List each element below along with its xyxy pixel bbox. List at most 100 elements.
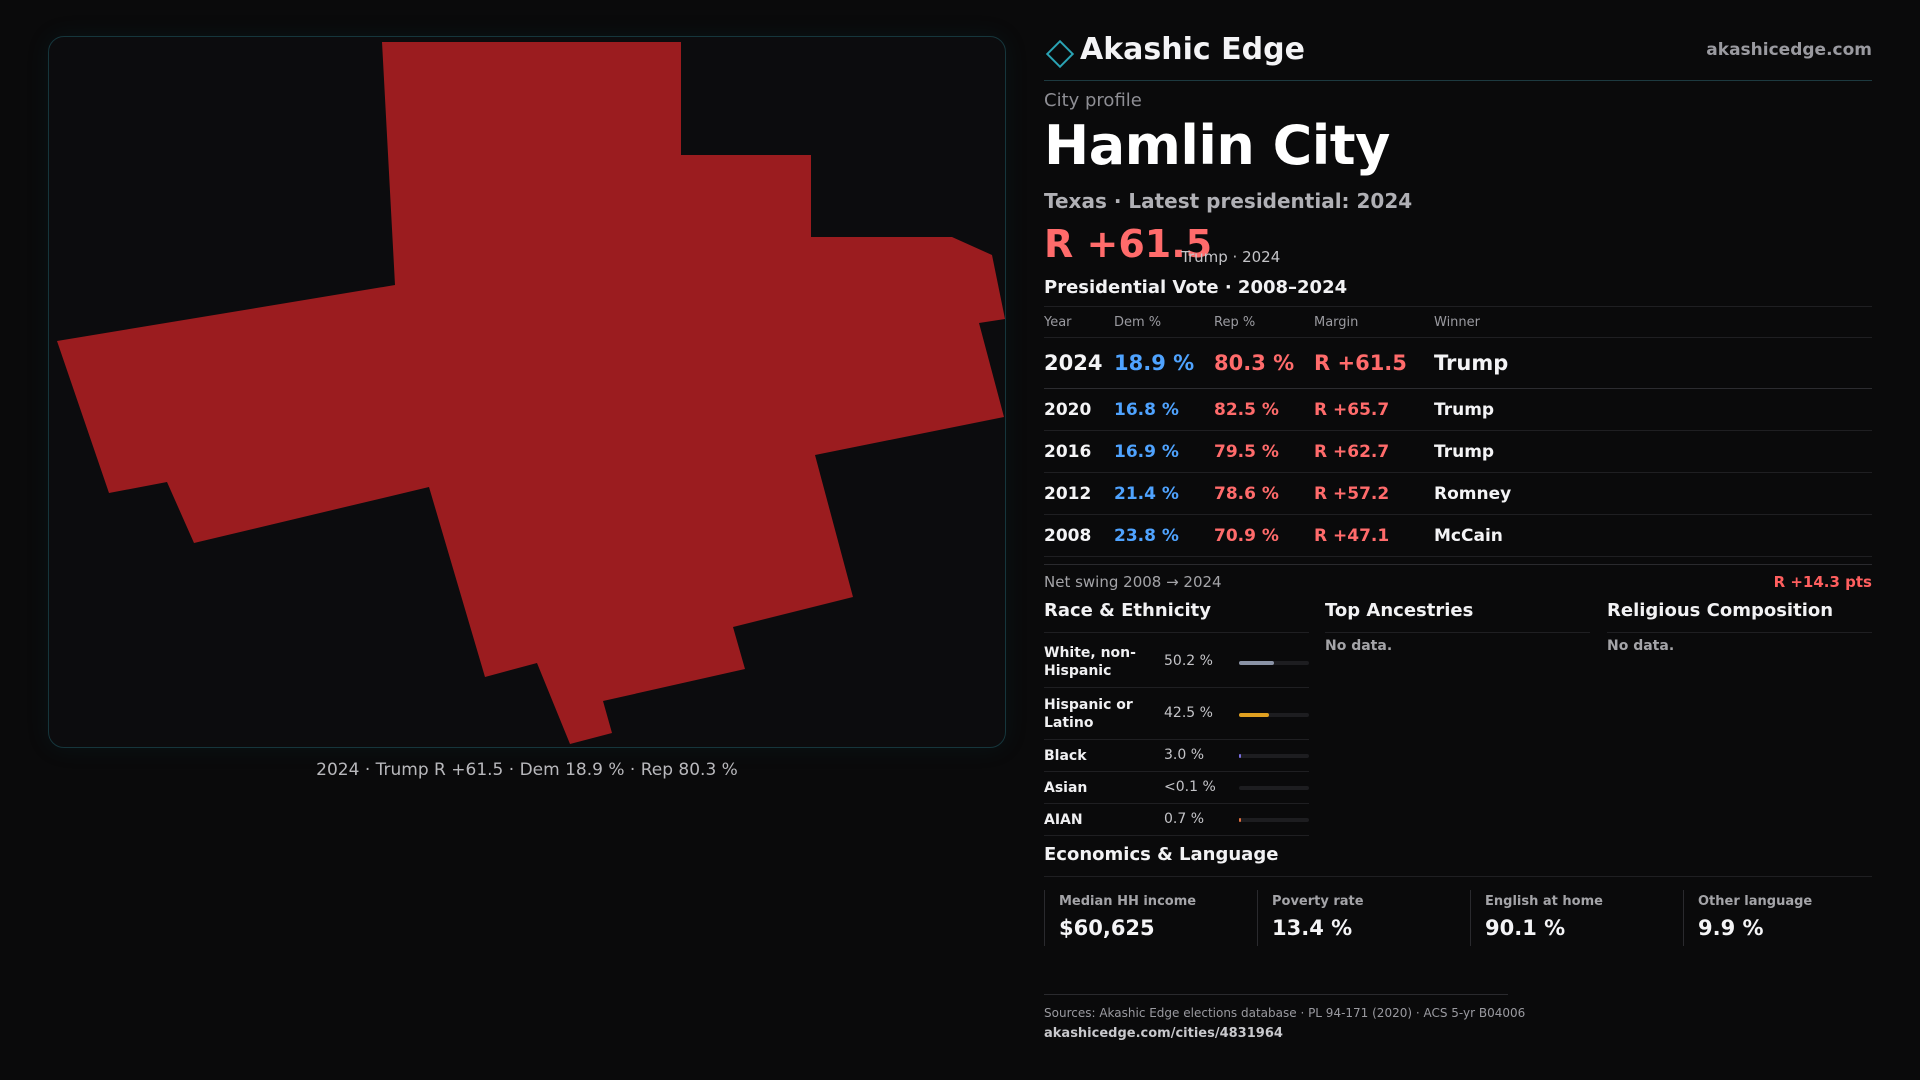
race-label: Black — [1044, 748, 1087, 764]
stat-label: English at home — [1485, 894, 1603, 909]
list-item: Asian <0.1 % — [1044, 772, 1309, 804]
economics-grid: Median HH income $60,625 Poverty rate 13… — [1044, 890, 1872, 946]
presidential-vote-table: Year Dem % Rep % Margin Winner 2024 18.9… — [1044, 306, 1872, 557]
ancestries-empty-text: No data. — [1325, 638, 1393, 654]
table-row: 2012 21.4 % 78.6 % R +57.2 Romney — [1044, 473, 1872, 515]
religion-section-title: Religious Composition — [1607, 600, 1872, 633]
brand-header: Akashic Edge akashicedge.com — [1044, 30, 1872, 81]
cell-dem: 23.8 % — [1114, 526, 1179, 546]
cell-winner: Trump — [1434, 400, 1495, 420]
stat-value: $60,625 — [1059, 916, 1155, 940]
cell-rep: 70.9 % — [1214, 526, 1279, 546]
cell-rep: 82.5 % — [1214, 400, 1279, 420]
race-label: Asian — [1044, 780, 1088, 796]
map-caption: 2024 · Trump R +61.5 · Dem 18.9 % · Rep … — [316, 760, 738, 780]
table-row: 2024 18.9 % 80.3 % R +61.5 Trump — [1044, 338, 1872, 389]
race-bar-track — [1239, 713, 1309, 717]
page-eyebrow: City profile — [1044, 90, 1142, 111]
city-boundary-shape — [57, 42, 1005, 744]
column-header-dem: Dem % — [1114, 315, 1162, 330]
race-bar-fill — [1239, 754, 1242, 758]
diamond-logo-icon — [1045, 39, 1075, 69]
economics-section-title: Economics & Language — [1044, 844, 1279, 865]
table-header-row: Year Dem % Rep % Margin Winner — [1044, 307, 1872, 338]
votes-section-title: Presidential Vote · 2008–2024 — [1044, 277, 1348, 298]
cell-winner: Trump — [1434, 351, 1509, 375]
stat-poverty-rate: Poverty rate 13.4 % — [1257, 890, 1471, 946]
race-bar-track — [1239, 818, 1309, 822]
list-item: AIAN 0.7 % — [1044, 804, 1309, 836]
stat-label: Poverty rate — [1272, 894, 1364, 909]
race-pct: <0.1 % — [1164, 779, 1216, 795]
cell-margin: R +47.1 — [1314, 526, 1390, 546]
cell-winner: McCain — [1434, 526, 1503, 546]
cell-year: 2024 — [1044, 351, 1103, 375]
race-label: Hispanic or Latino — [1044, 697, 1133, 731]
column-header-rep: Rep % — [1214, 315, 1256, 330]
stat-value: 13.4 % — [1272, 916, 1353, 940]
column-header-year: Year — [1044, 315, 1072, 330]
column-header-margin: Margin — [1314, 315, 1359, 330]
net-swing-label: Net swing 2008 → 2024 — [1044, 573, 1222, 591]
race-pct: 42.5 % — [1164, 705, 1213, 721]
list-item: White, non-Hispanic 50.2 % — [1044, 636, 1309, 688]
net-swing-row: Net swing 2008 → 2024 R +14.3 pts — [1044, 564, 1872, 595]
cell-dem: 21.4 % — [1114, 484, 1179, 504]
stat-other-language: Other language 9.9 % — [1683, 890, 1897, 946]
cell-rep: 78.6 % — [1214, 484, 1279, 504]
race-bar-fill — [1239, 818, 1241, 822]
table-row: 2008 23.8 % 70.9 % R +47.1 McCain — [1044, 515, 1872, 557]
stat-english-at-home: English at home 90.1 % — [1470, 890, 1684, 946]
cell-margin: R +65.7 — [1314, 400, 1390, 420]
brand-name[interactable]: Akashic Edge — [1080, 32, 1305, 67]
cell-dem: 16.8 % — [1114, 400, 1179, 420]
cell-year: 2008 — [1044, 526, 1092, 546]
headline-margin: R +61.5 — [1044, 222, 1213, 266]
race-pct: 50.2 % — [1164, 653, 1213, 669]
race-label: AIAN — [1044, 812, 1083, 828]
race-bar-fill — [1239, 713, 1269, 717]
economics-section-header: Economics & Language — [1044, 844, 1872, 877]
ancestries-section-title: Top Ancestries — [1325, 600, 1590, 633]
race-bar-track — [1239, 754, 1309, 758]
cell-margin: R +62.7 — [1314, 442, 1390, 462]
stat-label: Median HH income — [1059, 894, 1197, 909]
cell-winner: Romney — [1434, 484, 1512, 504]
list-item: Hispanic or Latino 42.5 % — [1044, 688, 1309, 740]
race-bar-fill — [1239, 661, 1275, 665]
cell-rep: 79.5 % — [1214, 442, 1279, 462]
cell-dem: 16.9 % — [1114, 442, 1179, 462]
cell-rep: 80.3 % — [1214, 351, 1295, 375]
cell-margin: R +61.5 — [1314, 351, 1407, 375]
race-pct: 3.0 % — [1164, 747, 1205, 763]
race-pct: 0.7 % — [1164, 811, 1205, 827]
city-boundary-shape-svg — [57, 42, 1005, 744]
footer-permalink[interactable]: akashicedge.com/cities/4831964 — [1044, 1026, 1283, 1041]
page-title: Hamlin City — [1044, 114, 1390, 177]
footer-sources: Sources: Akashic Edge elections database… — [1044, 1006, 1526, 1020]
race-label: White, non-Hispanic — [1044, 645, 1136, 679]
cell-winner: Trump — [1434, 442, 1495, 462]
cell-dem: 18.9 % — [1114, 351, 1195, 375]
cell-margin: R +57.2 — [1314, 484, 1390, 504]
stat-value: 9.9 % — [1698, 916, 1764, 940]
brand-url-link[interactable]: akashicedge.com — [1706, 40, 1872, 60]
race-section-title: Race & Ethnicity — [1044, 600, 1309, 633]
cell-year: 2012 — [1044, 484, 1092, 504]
list-item: Black 3.0 % — [1044, 740, 1309, 772]
race-bar-track — [1239, 786, 1309, 790]
stat-median-income: Median HH income $60,625 — [1044, 890, 1258, 946]
cell-year: 2020 — [1044, 400, 1092, 420]
race-list: White, non-Hispanic 50.2 % Hispanic or L… — [1044, 636, 1309, 836]
stat-value: 90.1 % — [1485, 916, 1566, 940]
religion-empty-text: No data. — [1607, 638, 1675, 654]
net-swing-value: R +14.3 pts — [1773, 573, 1872, 591]
page-subtitle: Texas · Latest presidential: 2024 — [1044, 189, 1413, 213]
column-header-winner: Winner — [1434, 315, 1481, 330]
stat-label: Other language — [1698, 894, 1813, 909]
table-row: 2016 16.9 % 79.5 % R +62.7 Trump — [1044, 431, 1872, 473]
cell-year: 2016 — [1044, 442, 1092, 462]
table-row: 2020 16.8 % 82.5 % R +65.7 Trump — [1044, 389, 1872, 431]
city-boundary-map[interactable] — [48, 36, 1006, 748]
footer: Sources: Akashic Edge elections database… — [1044, 994, 1526, 1041]
